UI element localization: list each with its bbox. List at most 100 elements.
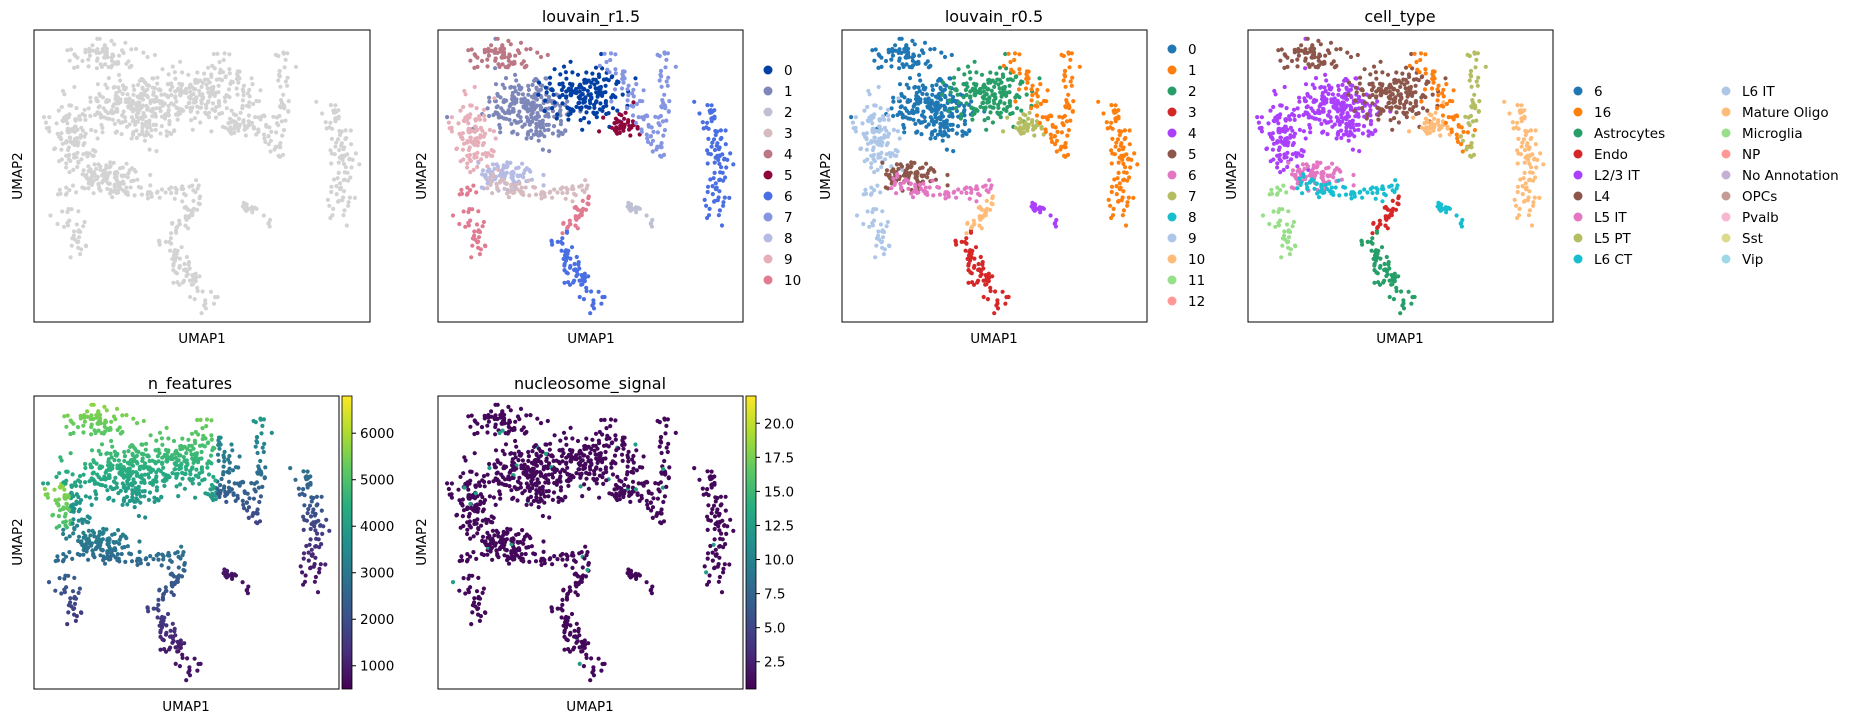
data-point (472, 229, 477, 234)
data-point (86, 64, 91, 69)
data-point (459, 187, 464, 192)
data-point (536, 80, 542, 85)
data-point (516, 120, 521, 125)
data-point (870, 48, 875, 53)
data-point (159, 92, 164, 97)
legend-marker (1573, 128, 1583, 138)
data-point (159, 494, 164, 499)
data-point (984, 282, 989, 287)
data-point (582, 275, 588, 280)
data-point (707, 108, 712, 113)
data-point (882, 133, 887, 138)
data-point (78, 252, 83, 257)
data-point (1317, 189, 1322, 194)
data-point (967, 128, 972, 133)
data-point (1352, 108, 1357, 113)
data-point (203, 306, 208, 311)
data-point (193, 189, 198, 195)
data-point (1109, 148, 1114, 153)
data-point (72, 84, 77, 90)
data-point (1390, 198, 1395, 203)
data-point (1285, 164, 1290, 170)
legend-label: 4 (1188, 126, 1197, 142)
data-point (889, 186, 894, 191)
data-point (182, 261, 187, 267)
data-point (648, 134, 654, 139)
data-point (1320, 190, 1326, 195)
data-point (59, 131, 64, 136)
data-point (986, 189, 991, 195)
data-point (1011, 70, 1016, 75)
data-point (707, 206, 712, 211)
data-point (1337, 193, 1342, 198)
data-point (154, 438, 159, 443)
data-point (1377, 81, 1383, 86)
data-point (550, 88, 555, 93)
data-point (882, 247, 888, 252)
data-point (449, 115, 454, 120)
data-point (1466, 115, 1471, 120)
data-point (1360, 88, 1365, 93)
data-point (1043, 129, 1048, 134)
data-point (516, 91, 521, 96)
legend-label: Pvalb (1742, 210, 1779, 226)
data-point (1336, 101, 1342, 106)
data-point (140, 125, 145, 130)
data-point (223, 75, 228, 80)
data-point (712, 108, 717, 113)
data-point (69, 207, 74, 212)
data-point (157, 195, 162, 200)
data-point (150, 85, 155, 90)
data-point (78, 133, 83, 138)
data-point (592, 82, 597, 87)
data-point (256, 129, 261, 134)
data-point (985, 297, 991, 302)
data-point (1314, 170, 1319, 175)
data-point (531, 104, 536, 109)
data-point (871, 145, 876, 150)
data-point (283, 118, 288, 123)
data-point (716, 147, 722, 152)
data-point (971, 81, 977, 86)
data-point (1319, 84, 1324, 90)
data-point (621, 128, 626, 133)
data-point (166, 113, 171, 118)
data-point (656, 115, 661, 120)
data-point (97, 50, 102, 56)
data-point (1361, 92, 1366, 97)
data-point (208, 289, 214, 294)
legend-label: 6 (1594, 84, 1603, 100)
data-point (1290, 168, 1296, 173)
data-point (655, 130, 661, 135)
data-point (116, 101, 121, 106)
data-point (1284, 106, 1289, 111)
data-point (476, 239, 481, 244)
data-point (1378, 111, 1383, 116)
data-point (1295, 106, 1300, 111)
data-point (1116, 147, 1122, 153)
data-point (1027, 110, 1032, 115)
data-point (1343, 192, 1349, 197)
data-point (1404, 110, 1409, 115)
data-point (1541, 162, 1546, 167)
legend-marker (1721, 191, 1731, 201)
data-point (1394, 285, 1399, 290)
data-point (267, 224, 272, 229)
data-point (1310, 55, 1315, 60)
data-point (1455, 139, 1461, 144)
data-point (466, 130, 471, 135)
legend-label: 5 (1188, 147, 1197, 163)
data-point (541, 183, 546, 188)
data-point (475, 55, 480, 60)
data-point (493, 56, 498, 61)
data-point (1344, 97, 1350, 102)
data-point (1350, 147, 1355, 152)
legend-marker (1721, 170, 1731, 180)
data-point (508, 42, 513, 47)
data-point (1326, 165, 1331, 170)
legend-label: Vip (1742, 252, 1763, 268)
data-point (184, 254, 189, 260)
data-point (112, 42, 117, 47)
data-point (56, 108, 61, 113)
data-point (542, 128, 547, 133)
